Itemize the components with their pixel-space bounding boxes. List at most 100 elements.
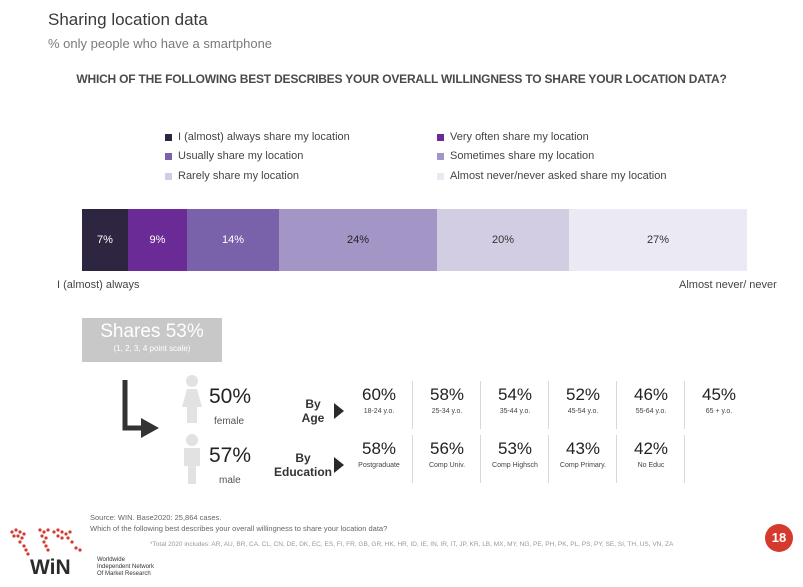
- legend-label-4: Sometimes share my location: [450, 150, 595, 162]
- female-value: 50%: [209, 385, 252, 408]
- education-cell-value: 42%: [633, 439, 669, 458]
- age-cell-value: 58%: [429, 385, 465, 404]
- by-age-label-line2: Age: [301, 411, 325, 425]
- education-play-icon: [334, 457, 344, 473]
- education-cell: 53% Comp Highsch: [482, 435, 549, 483]
- education-cell-value: 53%: [497, 439, 533, 458]
- legend-label-2: Very often share my location: [450, 131, 589, 143]
- by-age-label-line1: By: [305, 397, 321, 411]
- bar-segment: 7%: [82, 209, 128, 271]
- age-cell-label: 35-44 y.o.: [499, 408, 531, 415]
- shares-scale-note: (1, 2, 3, 4 point scale): [113, 344, 191, 353]
- age-cell-value: 60%: [361, 385, 397, 404]
- bar-segment-label: 9%: [149, 234, 166, 246]
- legend-item-1: I (almost) always share my location: [165, 131, 350, 143]
- survey-question: WHICH OF THE FOLLOWING BEST DESCRIBES YO…: [76, 72, 727, 86]
- logo-tagline-line: Independent Network: [97, 564, 155, 570]
- win-logo: WiN: [30, 556, 71, 579]
- education-cell: 42% No Educ: [618, 435, 685, 483]
- bar-segment: 27%: [569, 209, 747, 271]
- legend-label-5: Rarely share my location: [178, 170, 300, 182]
- female-label: female: [214, 416, 245, 427]
- bar-segment: 24%: [279, 209, 437, 271]
- education-row: 58% Postgraduate 56% Comp Univ. 53% Comp…: [346, 435, 746, 485]
- win-logo-tagline: Worldwide Independent Network Of Market …: [97, 557, 154, 578]
- education-cell-label: No Educ: [637, 462, 665, 469]
- legend-swatch-1: [165, 133, 172, 141]
- bar-segment: 20%: [437, 209, 569, 271]
- chart-legend: I (almost) always share my location Very…: [165, 131, 725, 191]
- bar-segment-label: 24%: [346, 234, 370, 246]
- education-cell-value: 43%: [565, 439, 601, 458]
- education-cell-label: Comp Primary.: [559, 462, 607, 469]
- logo-tagline-line: Of Market Research: [97, 571, 151, 577]
- age-cell-value: 52%: [565, 385, 601, 404]
- legend-swatch-3: [165, 152, 172, 160]
- source-line-2: Which of the following best describes yo…: [90, 524, 388, 533]
- education-cell: 56% Comp Univ.: [414, 435, 481, 483]
- legend-swatch-4: [437, 152, 444, 160]
- legend-item-2: Very often share my location: [437, 131, 589, 143]
- page-number-badge: 18: [765, 524, 793, 552]
- education-cell-label: Comp Highsch: [492, 462, 538, 469]
- age-cell-label: 25-34 y.o.: [431, 408, 463, 415]
- legend-label-1: I (almost) always share my location: [178, 131, 350, 143]
- page-subtitle: % only people who have a smartphone: [48, 36, 273, 51]
- age-cell: 45% 65 + y.o.: [686, 381, 752, 429]
- age-row: 60% 18-24 y.o. 58% 25-34 y.o. 54% 35-44 …: [346, 381, 746, 431]
- by-education-label-line2: Education: [273, 465, 332, 479]
- by-age-label: By Age: [288, 397, 338, 425]
- bar-segment-label: 7%: [97, 234, 113, 246]
- age-cell-label: 55-64 y.o.: [635, 408, 667, 415]
- age-cell: 58% 25-34 y.o.: [414, 381, 481, 429]
- education-cell-value: 58%: [361, 439, 397, 458]
- countries-footnote: *Total 2020 includes: AR, AU, BR, CA, CL…: [150, 541, 674, 548]
- by-education-label-line1: By: [295, 451, 311, 465]
- legend-swatch-2: [437, 133, 444, 141]
- age-cell: 52% 45-54 y.o.: [550, 381, 617, 429]
- world-map-icon: [10, 528, 82, 556]
- education-cell-label: Postgraduate: [358, 462, 400, 469]
- male-value: 57%: [209, 444, 252, 467]
- education-cell: 43% Comp Primary.: [550, 435, 617, 483]
- page-title: Sharing location data: [48, 10, 208, 29]
- legend-item-3: Usually share my location: [165, 150, 303, 162]
- legend-item-6: Almost never/never asked share my locati…: [437, 170, 666, 182]
- male-icon: [184, 434, 200, 484]
- legend-label-3: Usually share my location: [178, 150, 304, 162]
- age-cell-label: 18-24 y.o.: [363, 408, 395, 415]
- legend-label-6: Almost never/never asked share my locati…: [450, 170, 667, 182]
- age-play-icon: [334, 403, 344, 419]
- legend-swatch-6: [437, 172, 444, 180]
- age-cell-value: 54%: [497, 385, 533, 404]
- by-education-label: By Education: [268, 451, 338, 479]
- shares-value: Shares 53%: [100, 321, 204, 342]
- age-cell: 60% 18-24 y.o.: [346, 381, 413, 429]
- shares-summary-box: Shares 53% (1, 2, 3, 4 point scale): [82, 318, 222, 362]
- bar-segment: 9%: [128, 209, 187, 271]
- bar-left-end-label: I (almost) always: [57, 279, 140, 291]
- bar-segment: 14%: [187, 209, 279, 271]
- legend-item-5: Rarely share my location: [165, 170, 299, 182]
- education-cell: 58% Postgraduate: [346, 435, 413, 483]
- age-cell-label: 45-54 y.o.: [567, 408, 599, 415]
- arrow-icon: [122, 380, 159, 438]
- bar-right-end-label: Almost never/ never: [679, 279, 777, 291]
- education-cell-value: 56%: [429, 439, 465, 458]
- age-cell: 54% 35-44 y.o.: [482, 381, 549, 429]
- age-cell-value: 46%: [633, 385, 669, 404]
- female-icon: [182, 375, 202, 423]
- logo-tagline-line: Worldwide: [97, 557, 125, 563]
- bar-segment-label: 20%: [491, 234, 515, 246]
- age-cell: 46% 55-64 y.o.: [618, 381, 685, 429]
- stacked-bar: 7% 9% 14% 24% 20% 27%: [82, 209, 747, 271]
- bar-segment-label: 14%: [221, 234, 245, 246]
- source-note: Source: WIN. Base2020: 25,864 cases. Whi…: [90, 512, 387, 534]
- education-cell-label: Comp Univ.: [428, 462, 466, 469]
- male-label: male: [219, 475, 241, 486]
- age-cell-value: 45%: [701, 385, 737, 404]
- age-cell-label: 65 + y.o.: [705, 408, 733, 415]
- legend-swatch-5: [165, 172, 172, 180]
- legend-item-4: Sometimes share my location: [437, 150, 594, 162]
- bar-segment-label: 27%: [646, 234, 670, 246]
